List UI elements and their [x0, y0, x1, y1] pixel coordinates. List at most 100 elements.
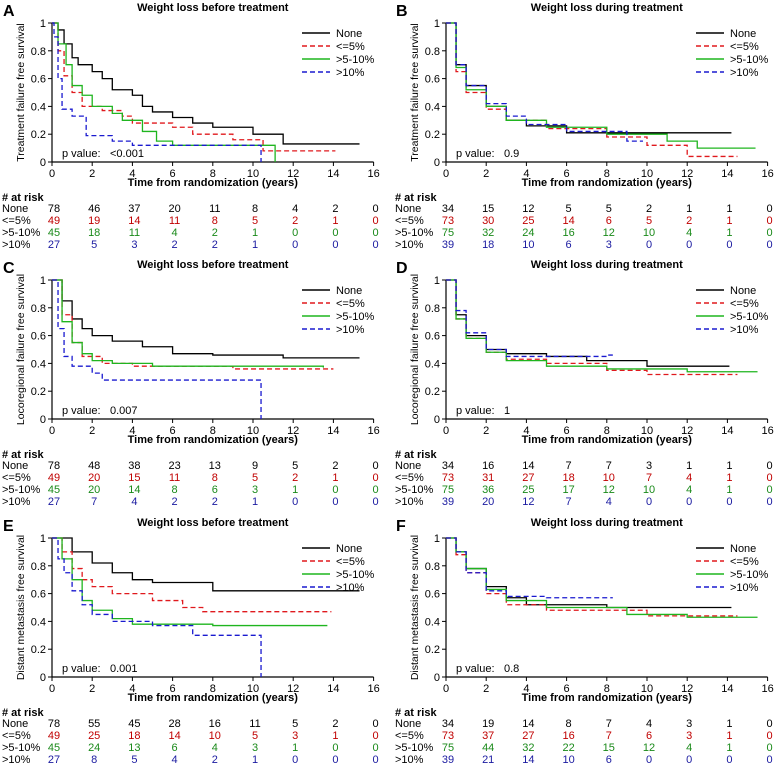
panel-title: Weight loss during treatment	[531, 517, 683, 529]
panel-letter: F	[396, 518, 406, 535]
risk-count: 31	[482, 472, 494, 484]
risk-count: 19	[88, 215, 100, 227]
risk-count: 0	[373, 472, 379, 484]
km-curve-0	[52, 22, 360, 145]
y-tick-label: 0.4	[425, 616, 440, 628]
risk-count: 11	[129, 227, 140, 239]
p-value: 0.001	[110, 663, 138, 675]
p-value-label: p value:	[456, 663, 495, 675]
risk-count: 2	[686, 215, 692, 227]
x-axis-label: Time from randomization (years)	[128, 177, 299, 189]
risk-count: 2	[292, 472, 298, 484]
risk-count: 20	[88, 484, 100, 496]
risk-count: 2	[332, 718, 338, 730]
risk-count: 1	[686, 460, 692, 472]
legend-label: <=5%	[730, 298, 759, 310]
risk-count: 0	[767, 227, 773, 239]
p-value: 0.9	[504, 148, 519, 160]
legend-label: >5-10%	[730, 569, 768, 581]
risk-row-label: None	[395, 203, 421, 215]
y-axis-label: Distant metastasis free survival	[15, 535, 27, 680]
risk-count: 0	[646, 754, 652, 766]
risk-count: 2	[646, 203, 652, 215]
risk-count: 8	[252, 203, 258, 215]
risk-count: 2	[212, 496, 218, 508]
risk-count: 7	[606, 718, 612, 730]
panel-f: F Weight loss during treatment 0 0.2 0.4 0.6 0…	[395, 517, 774, 766]
legend-label: >5-10%	[336, 569, 374, 581]
km-curve-1	[52, 537, 332, 613]
risk-count: 1	[332, 730, 338, 742]
legend-label: None	[730, 543, 756, 555]
y-tick-label: 1	[434, 18, 440, 30]
risk-count: 5	[252, 472, 258, 484]
risk-count: 1	[726, 730, 732, 742]
x-tick-label: 2	[89, 425, 95, 437]
x-tick-label: 6	[170, 425, 176, 437]
x-tick-label: 4	[129, 425, 135, 437]
risk-count: 0	[726, 239, 732, 251]
km-curve-2	[52, 22, 276, 162]
risk-count: 16	[482, 460, 494, 472]
risk-count: 78	[48, 203, 60, 215]
y-tick-label: 1	[40, 533, 46, 545]
risk-count: 27	[48, 754, 60, 766]
panel-letter: D	[396, 260, 408, 277]
risk-count: 5	[91, 239, 97, 251]
risk-row-label: <=5%	[2, 730, 31, 742]
risk-count: 1	[252, 754, 258, 766]
risk-count: 4	[131, 496, 137, 508]
risk-count: 34	[442, 460, 454, 472]
risk-count: 32	[522, 742, 534, 754]
risk-count: 7	[606, 460, 612, 472]
y-tick-label: 1	[40, 275, 46, 287]
risk-count: 0	[373, 730, 379, 742]
risk-count: 3	[606, 239, 612, 251]
risk-count: 14	[128, 484, 140, 496]
risk-row-label: >5-10%	[395, 227, 433, 239]
risk-count: 5	[292, 460, 298, 472]
x-axis-label: Time from randomization (years)	[128, 434, 299, 446]
legend-label: >5-10%	[336, 54, 374, 66]
panel-title: Weight loss during treatment	[531, 259, 683, 271]
risk-count: 0	[332, 484, 338, 496]
risk-row-label: None	[395, 460, 421, 472]
km-curve-0	[52, 537, 360, 592]
risk-count: 6	[606, 215, 612, 227]
y-tick-label: 1	[434, 275, 440, 287]
risk-count: 46	[88, 203, 100, 215]
risk-count: 0	[332, 496, 338, 508]
risk-count: 1	[726, 227, 732, 239]
risk-count: 0	[373, 203, 379, 215]
risk-count: 0	[767, 754, 773, 766]
risk-count: 2	[172, 496, 178, 508]
risk-row-label: >10%	[2, 239, 31, 251]
risk-count: 0	[373, 227, 379, 239]
legend-label: <=5%	[336, 41, 365, 53]
y-tick-label: 1	[434, 533, 440, 545]
risk-count: 11	[169, 472, 180, 484]
y-axis-label: Locoregional failure free survival	[409, 274, 421, 425]
risk-row-label: None	[395, 718, 421, 730]
risk-count: 5	[131, 754, 137, 766]
x-tick-label: 10	[247, 683, 259, 695]
x-tick-label: 10	[641, 168, 653, 180]
legend-label: <=5%	[730, 41, 759, 53]
y-tick-label: 0.8	[31, 303, 46, 315]
km-curve-0	[446, 22, 732, 134]
legend-label: >10%	[336, 67, 365, 79]
risk-count: 0	[373, 215, 379, 227]
x-tick-label: 14	[721, 168, 733, 180]
risk-count: 75	[442, 742, 454, 754]
risk-count: 39	[442, 496, 454, 508]
risk-count: 34	[442, 203, 454, 215]
risk-count: 1	[726, 484, 732, 496]
risk-count: 0	[767, 718, 773, 730]
x-tick-label: 4	[523, 425, 529, 437]
y-tick-label: 0.4	[425, 358, 440, 370]
km-curve-3	[52, 279, 262, 419]
p-value-label: p value:	[62, 405, 101, 417]
p-value-label: p value:	[62, 663, 101, 675]
risk-count: 37	[128, 203, 140, 215]
risk-count: 1	[252, 496, 258, 508]
